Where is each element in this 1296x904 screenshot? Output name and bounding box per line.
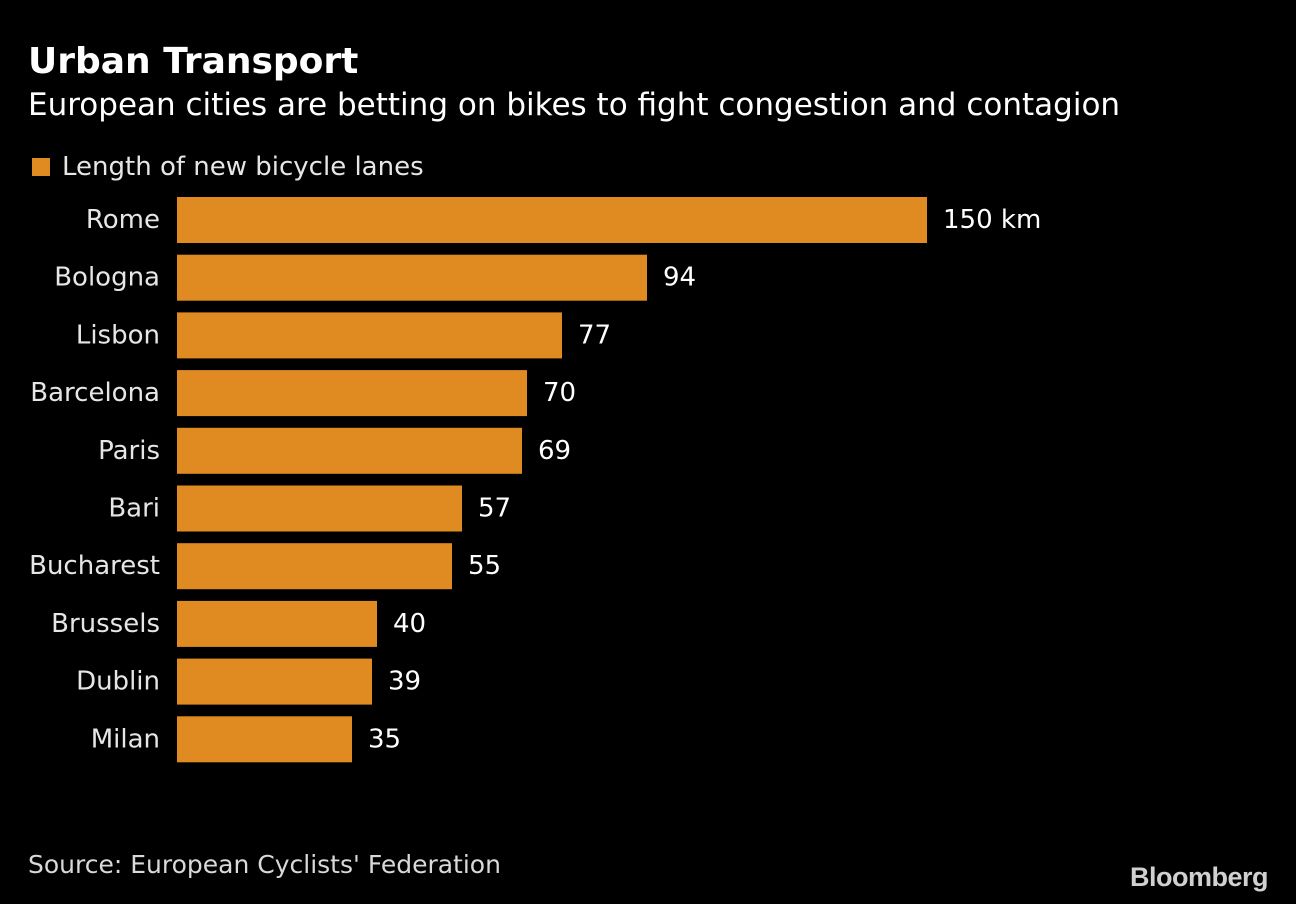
bar xyxy=(177,427,522,474)
source-note: Source: European Cyclists' Federation xyxy=(28,850,501,879)
bar xyxy=(177,254,647,301)
category-label: Bucharest xyxy=(29,551,160,581)
data-label: 69 xyxy=(538,436,571,466)
data-label: 55 xyxy=(468,551,501,581)
category-label: Bari xyxy=(108,494,160,524)
chart-subtitle: European cities are betting on bikes to … xyxy=(28,87,1121,123)
category-label: Dublin xyxy=(76,667,160,697)
data-label: 39 xyxy=(388,667,421,697)
bar xyxy=(177,543,452,590)
data-label: 70 xyxy=(543,378,576,408)
category-label: Bologna xyxy=(54,263,160,293)
data-label: 94 xyxy=(663,263,696,293)
category-label: Milan xyxy=(91,724,160,754)
category-label: Barcelona xyxy=(30,378,160,408)
bar xyxy=(177,485,462,532)
data-label: 57 xyxy=(478,494,511,524)
bar xyxy=(177,370,527,417)
legend: Length of new bicycle lanes xyxy=(32,150,424,184)
data-label: 35 xyxy=(368,724,401,754)
data-label: 77 xyxy=(578,320,611,350)
bar xyxy=(177,716,352,763)
category-label: Paris xyxy=(98,436,160,466)
bloomberg-logo: Bloomberg xyxy=(1129,862,1269,892)
legend-label: Length of new bicycle lanes xyxy=(62,152,424,182)
chart-title: Urban Transport xyxy=(28,41,359,82)
category-label: Brussels xyxy=(51,609,160,639)
data-label: 40 xyxy=(393,609,426,639)
bar xyxy=(177,600,377,647)
data-label: 150 km xyxy=(943,205,1041,235)
legend-swatch xyxy=(32,158,50,176)
bar xyxy=(177,312,562,359)
bar xyxy=(177,197,927,243)
bar xyxy=(177,658,372,705)
category-label: Rome xyxy=(86,205,160,235)
category-label: Lisbon xyxy=(76,320,160,350)
